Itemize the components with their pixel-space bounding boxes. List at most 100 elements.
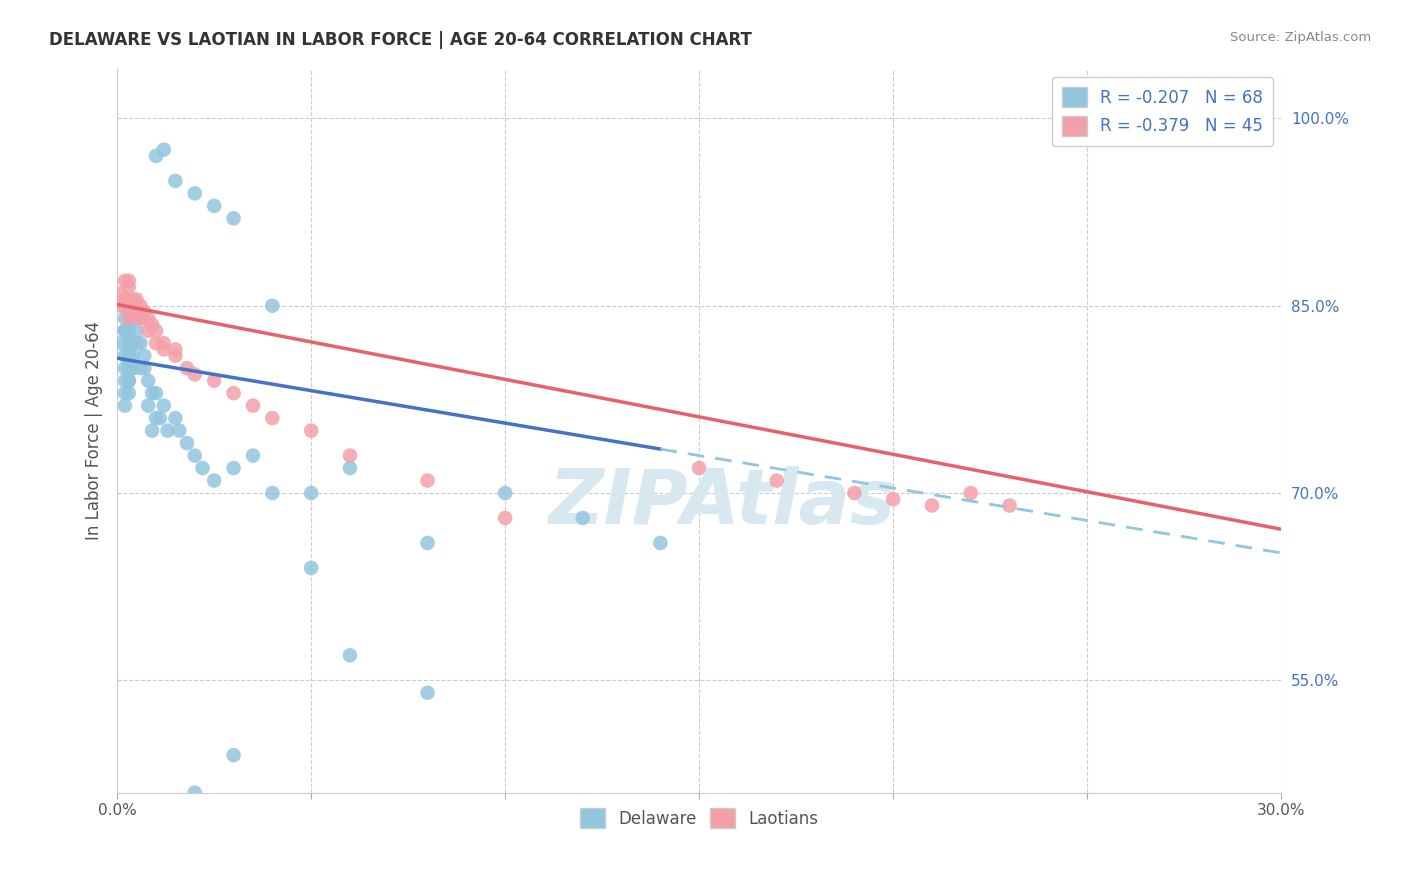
Point	[118, 336, 141, 351]
Point	[167, 424, 190, 438]
Legend: Delaware, Laotians: Delaware, Laotians	[574, 801, 825, 835]
Point	[882, 492, 904, 507]
Point	[299, 486, 322, 500]
Point	[145, 149, 167, 163]
Point	[184, 186, 207, 201]
Point	[129, 336, 152, 351]
Point	[165, 343, 187, 357]
Point	[152, 343, 174, 357]
Point	[165, 349, 187, 363]
Point	[165, 411, 187, 425]
Point	[134, 361, 156, 376]
Point	[156, 424, 179, 438]
Point	[129, 361, 152, 376]
Point	[110, 286, 132, 301]
Point	[688, 461, 710, 475]
Point	[145, 336, 167, 351]
Point	[110, 299, 132, 313]
Point	[114, 374, 136, 388]
Point	[339, 461, 361, 475]
Point	[222, 748, 245, 763]
Point	[118, 324, 141, 338]
Point	[339, 449, 361, 463]
Text: ZIPAtlas: ZIPAtlas	[548, 466, 896, 540]
Point	[114, 386, 136, 401]
Point	[222, 211, 245, 226]
Y-axis label: In Labor Force | Age 20-64: In Labor Force | Age 20-64	[86, 321, 103, 541]
Point	[136, 324, 159, 338]
Point	[416, 686, 439, 700]
Point	[299, 424, 322, 438]
Point	[114, 349, 136, 363]
Point	[134, 349, 156, 363]
Point	[114, 324, 136, 338]
Point	[959, 486, 981, 500]
Point	[765, 474, 787, 488]
Point	[118, 274, 141, 288]
Point	[125, 324, 148, 338]
Point	[145, 411, 167, 425]
Point	[125, 305, 148, 319]
Point	[184, 449, 207, 463]
Point	[118, 386, 141, 401]
Point	[262, 486, 284, 500]
Point	[571, 511, 593, 525]
Point	[202, 199, 225, 213]
Point	[118, 349, 141, 363]
Point	[202, 474, 225, 488]
Point	[141, 318, 163, 332]
Point	[129, 299, 152, 313]
Point	[118, 374, 141, 388]
Point	[494, 486, 516, 500]
Point	[191, 461, 214, 475]
Point	[184, 368, 207, 382]
Point	[121, 305, 143, 319]
Point	[145, 386, 167, 401]
Point	[494, 511, 516, 525]
Point	[118, 336, 141, 351]
Point	[844, 486, 866, 500]
Point	[262, 299, 284, 313]
Point	[339, 648, 361, 663]
Point	[176, 436, 198, 450]
Point	[121, 299, 143, 313]
Point	[121, 293, 143, 307]
Point	[121, 361, 143, 376]
Point	[121, 361, 143, 376]
Point	[136, 399, 159, 413]
Point	[145, 324, 167, 338]
Point	[136, 374, 159, 388]
Point	[121, 311, 143, 326]
Point	[152, 336, 174, 351]
Point	[118, 280, 141, 294]
Point	[121, 349, 143, 363]
Point	[141, 424, 163, 438]
Point	[416, 474, 439, 488]
Point	[242, 449, 264, 463]
Point	[165, 174, 187, 188]
Point	[125, 305, 148, 319]
Point	[114, 293, 136, 307]
Point	[118, 349, 141, 363]
Point	[136, 311, 159, 326]
Point	[118, 374, 141, 388]
Point	[184, 786, 207, 800]
Point	[416, 536, 439, 550]
Point	[121, 299, 143, 313]
Point	[202, 374, 225, 388]
Point	[152, 399, 174, 413]
Point	[118, 311, 141, 326]
Point	[118, 336, 141, 351]
Point	[114, 299, 136, 313]
Point	[242, 399, 264, 413]
Text: Source: ZipAtlas.com: Source: ZipAtlas.com	[1230, 31, 1371, 45]
Point	[152, 143, 174, 157]
Point	[125, 336, 148, 351]
Point	[998, 499, 1021, 513]
Point	[222, 461, 245, 475]
Point	[129, 311, 152, 326]
Point	[299, 561, 322, 575]
Point	[125, 293, 148, 307]
Point	[134, 305, 156, 319]
Point	[118, 311, 141, 326]
